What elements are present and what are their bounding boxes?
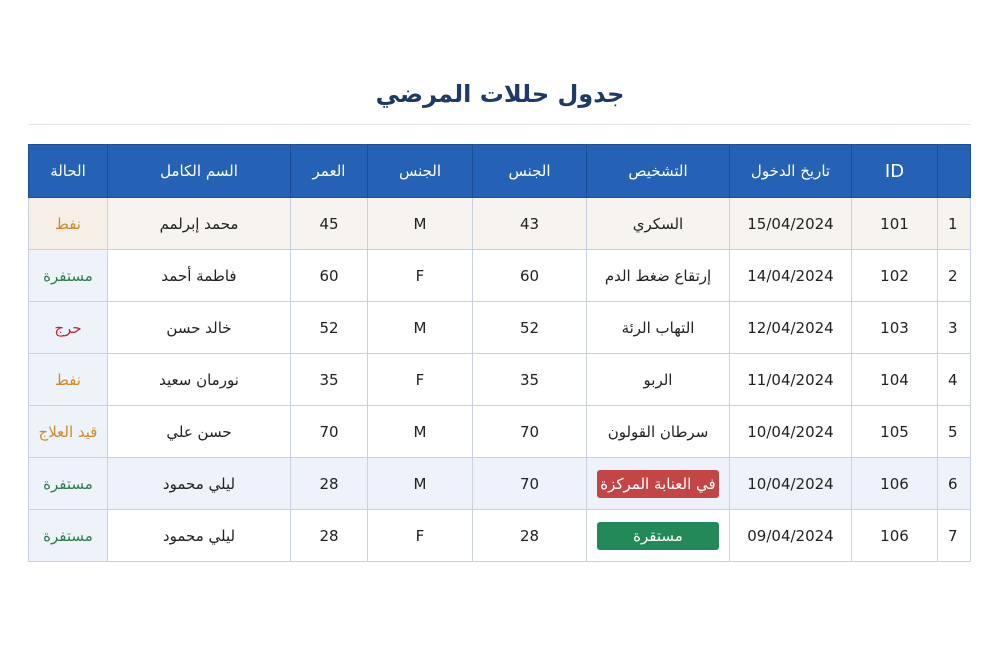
cell-row-number: 4: [937, 353, 971, 406]
header-diagnosis[interactable]: التشخيص: [586, 144, 730, 198]
cell-gender: M: [367, 197, 473, 250]
cell-full-name: نورمان سعيد: [107, 353, 291, 406]
cell-admission-date: 11/04/2024: [729, 353, 852, 406]
diagnosis-text: سرطان القولون: [607, 422, 709, 441]
cell-full-name: ليلي محمود: [107, 509, 291, 562]
cell-id: 106: [851, 509, 938, 562]
cell-admission-date: 09/04/2024: [729, 509, 852, 562]
cell-status: نفط: [28, 197, 108, 250]
table-row[interactable]: مستفرة فاطمة أحمد 60 F 60 إرتقاع ضغط الدم 14/0…: [28, 249, 971, 302]
status-text: نفط: [54, 370, 81, 389]
cell-gender: M: [367, 405, 473, 458]
cell-age: 45: [290, 197, 368, 250]
cell-diagnosis: الربو: [586, 353, 730, 406]
cell-row-number: 1: [937, 197, 971, 250]
cell-full-name: محمد إبرلمم: [107, 197, 291, 250]
table-row[interactable]: مستفرة ليلي محمود 28 M 70 في العنابة المركزة 1…: [28, 457, 971, 510]
cell-diagnosis: سرطان القولون: [586, 405, 730, 458]
cell-gender-2: 35: [472, 353, 587, 406]
cell-admission-date: 10/04/2024: [729, 405, 852, 458]
cell-full-name: ليلي محمود: [107, 457, 291, 510]
cell-admission-date: 15/04/2024: [729, 197, 852, 250]
table-row[interactable]: حرج خالد حسن 52 M 52 التهاب الرئة 12/04/2024 10…: [28, 301, 971, 354]
cell-status: مستفرة: [28, 249, 108, 302]
header-gender[interactable]: الجنس: [367, 144, 473, 198]
cell-admission-date: 10/04/2024: [729, 457, 852, 510]
table-row[interactable]: قيد العلاج حسن علي 70 M 70 سرطان القولون 10/04…: [28, 405, 971, 458]
header-full-name[interactable]: السم الكامل: [107, 144, 291, 198]
table-row[interactable]: مستفرة ليلي محمود 28 F 28 مستقرة 09/04/2024 106…: [28, 509, 971, 562]
cell-age: 60: [290, 249, 368, 302]
cell-row-number: 3: [937, 301, 971, 354]
header-row-number: [937, 144, 971, 198]
header-id[interactable]: ID: [851, 144, 938, 198]
cell-full-name: خالد حسن: [107, 301, 291, 354]
cell-gender: F: [367, 249, 473, 302]
status-text: حرج: [54, 318, 82, 337]
header-admission-date[interactable]: تاريخ الدخول: [729, 144, 852, 198]
cell-gender-2: 28: [472, 509, 587, 562]
patients-table: الحالة السم الكامل العمر الجنس الجنس الت…: [28, 144, 971, 562]
table-row[interactable]: نفط نورمان سعيد 35 F 35 الربو 11/04/2024 104 4: [28, 353, 971, 406]
diagnosis-text: التهاب الرئة: [621, 318, 695, 337]
cell-gender-2: 52: [472, 301, 587, 354]
cell-age: 35: [290, 353, 368, 406]
cell-id: 104: [851, 353, 938, 406]
cell-status: حرج: [28, 301, 108, 354]
cell-full-name: حسن علي: [107, 405, 291, 458]
cell-gender: F: [367, 509, 473, 562]
cell-id: 106: [851, 457, 938, 510]
cell-row-number: 5: [937, 405, 971, 458]
cell-gender: M: [367, 457, 473, 510]
cell-age: 28: [290, 509, 368, 562]
cell-gender-2: 43: [472, 197, 587, 250]
cell-row-number: 2: [937, 249, 971, 302]
cell-gender-2: 70: [472, 457, 587, 510]
header-age[interactable]: العمر: [290, 144, 368, 198]
status-text: قيد العلاج: [38, 422, 98, 441]
status-text: مستفرة: [43, 266, 93, 285]
cell-gender-2: 60: [472, 249, 587, 302]
cell-id: 102: [851, 249, 938, 302]
status-text: نفط: [54, 214, 81, 233]
diagnosis-text: الربو: [643, 370, 673, 389]
status-text: مستفرة: [43, 526, 93, 545]
cell-status: مستفرة: [28, 509, 108, 562]
cell-gender: F: [367, 353, 473, 406]
cell-row-number: 7: [937, 509, 971, 562]
cell-age: 70: [290, 405, 368, 458]
cell-admission-date: 12/04/2024: [729, 301, 852, 354]
cell-age: 28: [290, 457, 368, 510]
diagnosis-text: السكري: [632, 214, 684, 233]
cell-diagnosis: السكري: [586, 197, 730, 250]
cell-status: مستفرة: [28, 457, 108, 510]
cell-row-number: 6: [937, 457, 971, 510]
cell-id: 101: [851, 197, 938, 250]
cell-id: 105: [851, 405, 938, 458]
page-title: جدول حللات المرضي: [375, 80, 625, 108]
cell-status: نفط: [28, 353, 108, 406]
cell-gender-2: 70: [472, 405, 587, 458]
cell-age: 52: [290, 301, 368, 354]
cell-diagnosis: التهاب الرئة: [586, 301, 730, 354]
diagnosis-text: إرتقاع ضغط الدم: [604, 266, 712, 285]
header-status[interactable]: الحالة: [28, 144, 108, 198]
cell-admission-date: 14/04/2024: [729, 249, 852, 302]
table-header-row: الحالة السم الكامل العمر الجنس الجنس الت…: [28, 144, 971, 198]
diagnosis-badge: مستقرة: [597, 521, 719, 550]
cell-full-name: فاطمة أحمد: [107, 249, 291, 302]
status-text: مستفرة: [43, 474, 93, 493]
cell-gender: M: [367, 301, 473, 354]
cell-status: قيد العلاج: [28, 405, 108, 458]
cell-id: 103: [851, 301, 938, 354]
table-row[interactable]: نفط محمد إبرلمم 45 M 43 السكري 15/04/2024 101 1: [28, 197, 971, 250]
cell-diagnosis: مستقرة: [586, 509, 730, 562]
cell-diagnosis: إرتقاع ضغط الدم: [586, 249, 730, 302]
divider: [28, 124, 970, 125]
cell-diagnosis: في العنابة المركزة: [586, 457, 730, 510]
header-gender-2[interactable]: الجنس: [472, 144, 587, 198]
diagnosis-badge: في العنابة المركزة: [597, 469, 719, 498]
